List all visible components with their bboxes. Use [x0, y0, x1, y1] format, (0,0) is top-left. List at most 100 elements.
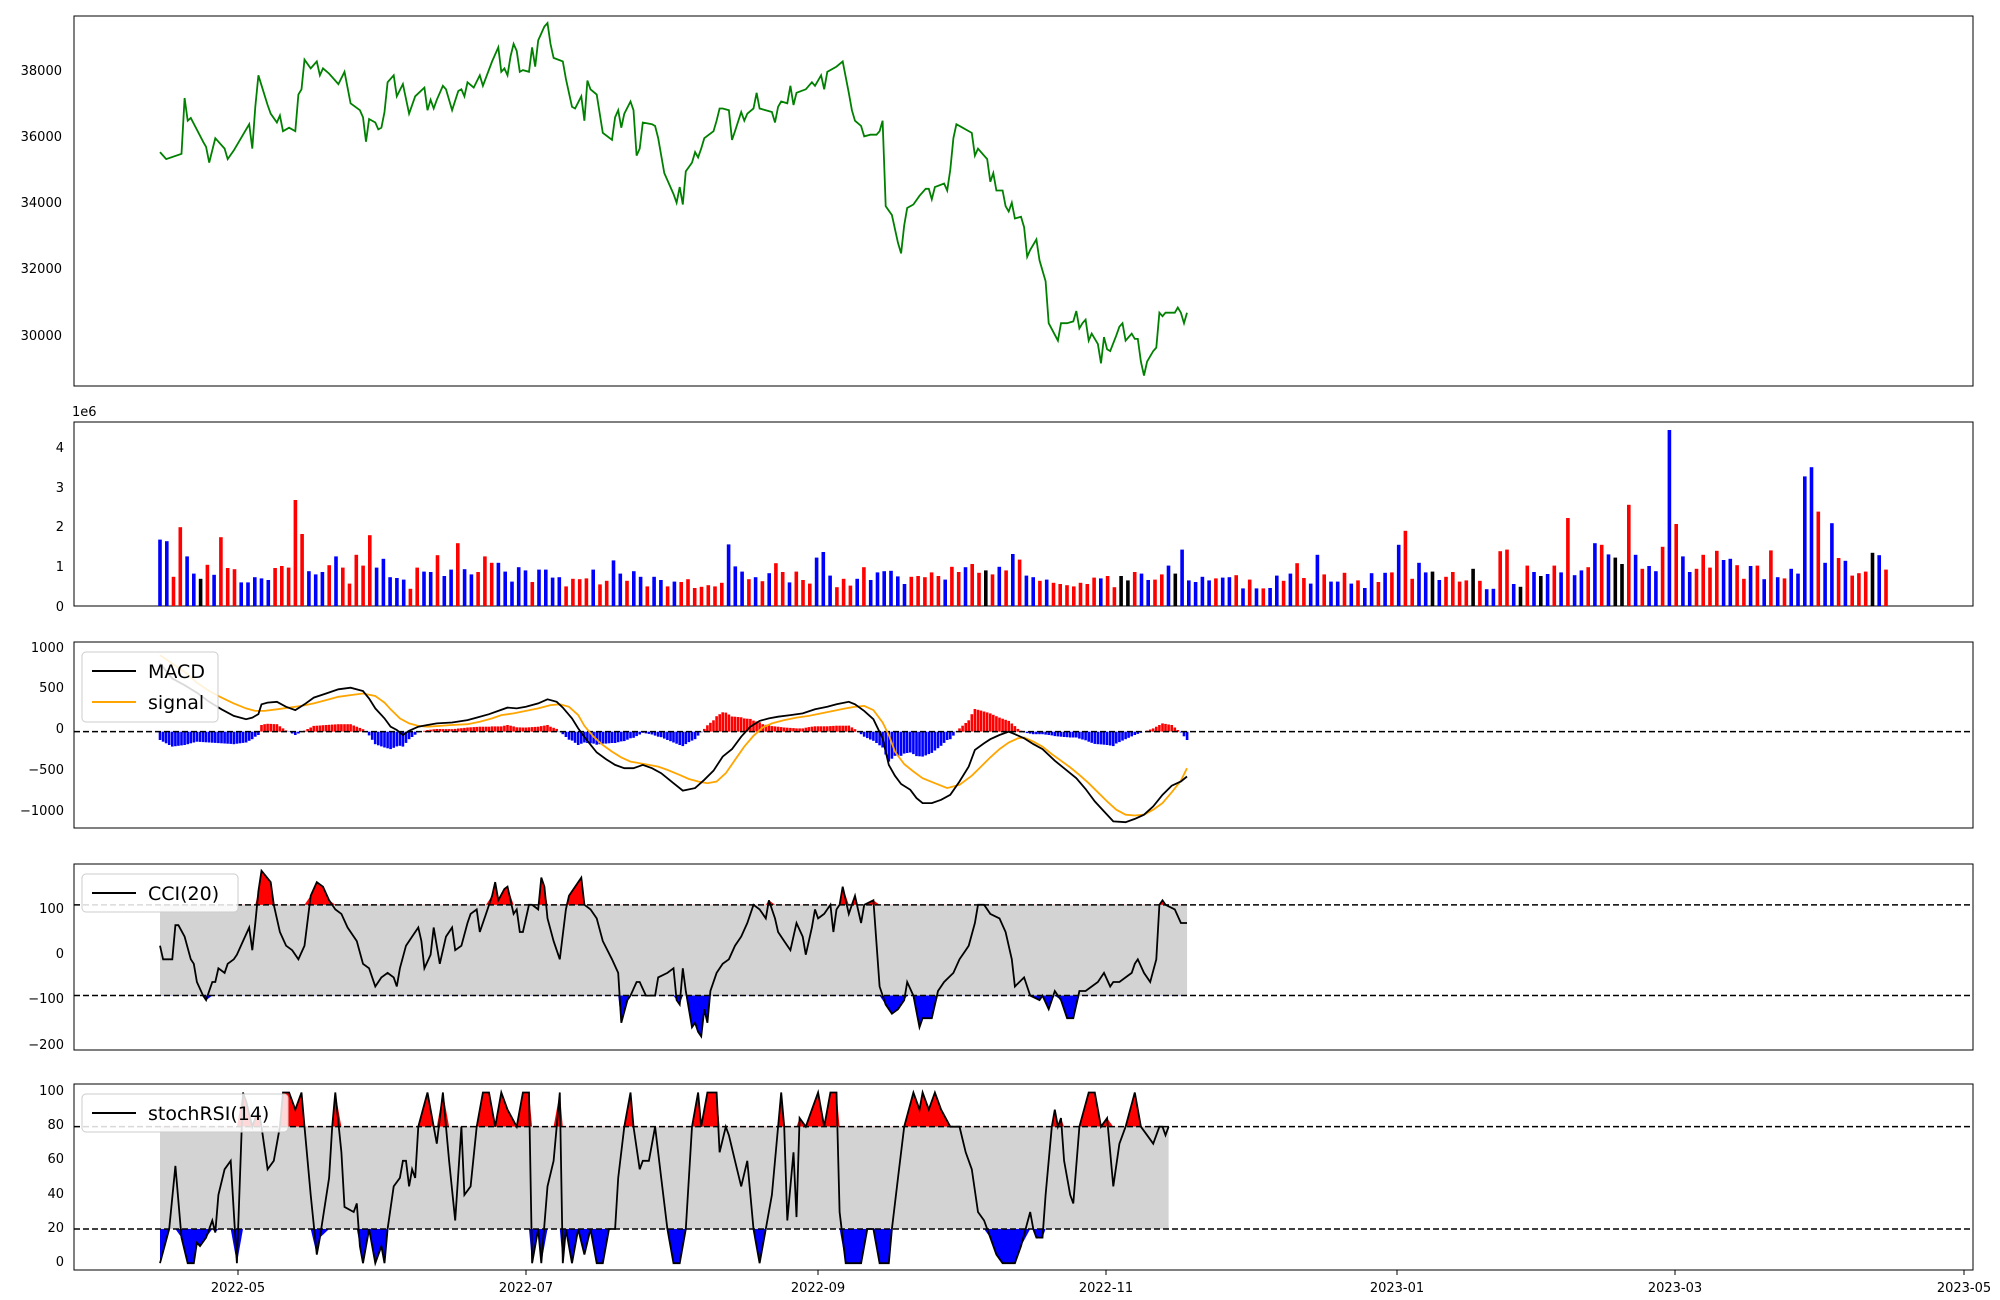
macd-histogram-bar [1105, 731, 1109, 745]
volume-bar [997, 566, 1002, 606]
macd-histogram-bar [367, 731, 371, 736]
macd-histogram-bar [518, 727, 522, 732]
volume-bar [659, 580, 663, 606]
macd-tick-label: −1000 [20, 804, 64, 819]
volume-bar [990, 574, 995, 606]
macd-histogram-bar [586, 731, 589, 743]
cci-series-line [159, 868, 1187, 1039]
macd-histogram-bar [204, 731, 208, 743]
volume-bar [645, 586, 650, 606]
macd-histogram-bar [1148, 729, 1152, 732]
macd-histogram-bar [543, 725, 546, 732]
macd-histogram-bar [721, 712, 724, 732]
macd-histogram-bar [1053, 731, 1057, 737]
macd-histogram-bar [475, 726, 478, 732]
volume-bar [1775, 577, 1780, 606]
macd-histogram-bar [1133, 731, 1137, 735]
stochrsi-tick-label: 80 [47, 1118, 64, 1133]
macd-histogram-bar [844, 725, 847, 732]
volume-bar [848, 585, 853, 606]
macd-histogram-bar [171, 731, 174, 747]
macd-histogram-bar [380, 731, 383, 747]
volume-bar [1065, 585, 1069, 606]
macd-histogram-bar [496, 726, 500, 732]
macd-histogram-bar [1182, 731, 1186, 737]
macd-histogram-bar [275, 724, 279, 732]
volume-bar [1640, 568, 1645, 606]
macd-histogram-bar [979, 710, 983, 732]
macd-histogram-bar [457, 728, 460, 732]
macd-histogram-bar [706, 725, 709, 732]
volume-bar [1288, 573, 1293, 606]
macd-histogram-bar [976, 709, 980, 732]
volume-bar [652, 576, 656, 606]
macd-histogram-bar [401, 731, 405, 747]
macd-histogram-bar [281, 728, 285, 732]
macd-histogram-bar [318, 725, 322, 732]
macd-histogram-bar [1032, 731, 1035, 735]
macd-histogram-bar [472, 727, 475, 732]
cci-panel: −200 −100 0 100 CCI(20) [28, 863, 1974, 1053]
macd-histogram-bar [352, 725, 355, 732]
macd-histogram-bar [727, 714, 731, 732]
volume-bar [1843, 560, 1848, 606]
volume-bar [632, 571, 636, 606]
macd-histogram-bar [466, 727, 469, 732]
volume-bar [354, 554, 359, 606]
macd-histogram-bar [758, 722, 761, 732]
macd-histogram-bar [650, 731, 654, 735]
macd-histogram-bar [180, 731, 183, 746]
volume-bar [1667, 430, 1672, 606]
macd-histogram-bar [250, 731, 254, 740]
macd-histogram-bar [620, 731, 623, 742]
macd-histogram-bar [349, 724, 352, 732]
stochrsi-fill [160, 1092, 1169, 1264]
macd-histogram-bar [804, 727, 808, 732]
macd-histogram-bar [315, 725, 319, 732]
volume-bar [753, 577, 758, 606]
cci-legend: CCI(20) [81, 873, 239, 913]
volume-bar [564, 586, 568, 606]
volume-bar [814, 557, 819, 606]
volume-bar [1342, 572, 1347, 606]
volume-bar [821, 552, 826, 606]
volume-bar [537, 569, 541, 606]
volume-bar [1552, 565, 1557, 606]
macd-histogram-bar [260, 725, 263, 732]
volume-bar [1457, 581, 1462, 606]
volume-bar [1430, 571, 1435, 606]
volume-bar [1329, 581, 1333, 606]
volume-bar [598, 584, 602, 606]
macd-histogram-bar [610, 731, 614, 743]
price-tick-label: 32000 [21, 262, 62, 277]
volume-bar [929, 572, 934, 606]
macd-histogram-bar [893, 731, 897, 756]
macd-histogram-bar [647, 731, 651, 734]
volume-bar [516, 567, 521, 606]
macd-histogram-bar [1068, 731, 1072, 738]
macd-histogram-bar [795, 728, 798, 732]
macd-histogram-bar [703, 728, 706, 732]
macd-histogram-bar [423, 730, 426, 732]
volume-bar [882, 571, 886, 606]
volume-bar [1092, 577, 1096, 606]
macd-histogram-bar [1038, 731, 1041, 735]
volume-bar [828, 575, 832, 606]
macd-histogram-bar [447, 729, 451, 732]
volume-bar [1207, 580, 1211, 606]
volume-bar [1748, 566, 1753, 606]
macd-histogram-bar [672, 731, 675, 743]
volume-bar [1715, 550, 1719, 606]
volume-bar [1031, 577, 1035, 606]
volume-bar [1809, 467, 1814, 606]
volume-bar [1789, 568, 1793, 606]
volume-bar [368, 535, 372, 606]
volume-bar [1559, 572, 1563, 606]
macd-histogram-bar [484, 726, 488, 732]
x-axis: 2022-05 2022-07 2022-09 2022-11 2023-01 … [211, 1270, 1991, 1296]
macd-histogram-bar [623, 731, 626, 742]
macd-histogram-bar [964, 723, 967, 732]
volume-bar [787, 582, 792, 606]
volume-bar [361, 565, 365, 606]
macd-histogram-bar [767, 725, 771, 732]
